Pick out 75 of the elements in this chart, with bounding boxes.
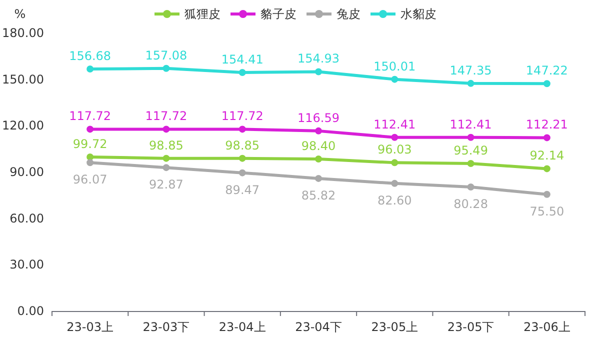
data-label: 92.87 [149, 178, 184, 192]
data-label: 82.60 [377, 193, 412, 208]
point [86, 66, 94, 73]
data-label: 117.72 [145, 109, 188, 124]
point [543, 165, 550, 172]
legend-label: 貉子皮 [260, 7, 296, 21]
x-tick-label: 23-03下 [142, 320, 190, 334]
y-tick-label: 120.00 [2, 118, 44, 133]
point [467, 184, 474, 191]
data-label: 117.72 [221, 109, 264, 124]
point [238, 69, 246, 76]
point [543, 190, 550, 198]
point [238, 126, 246, 133]
point [467, 80, 474, 87]
y-tick-label: 150.00 [2, 72, 44, 86]
point [162, 164, 170, 172]
point [162, 154, 170, 162]
point [238, 154, 246, 162]
x-tick-label: 23-04下 [295, 320, 342, 334]
data-label: 147.35 [450, 63, 492, 78]
data-label: 98.85 [149, 138, 184, 152]
data-label: 89.47 [225, 182, 260, 197]
data-label: 95.49 [454, 144, 488, 158]
point [315, 127, 322, 134]
point [467, 134, 474, 141]
point [162, 64, 170, 72]
legend-label: 水貂皮 [400, 7, 436, 21]
point [467, 160, 474, 168]
y-tick-label: 60.00 [10, 211, 44, 226]
point [86, 153, 94, 160]
x-tick-label: 23-05下 [447, 320, 494, 334]
data-label: 112.41 [450, 117, 492, 132]
point [162, 126, 170, 133]
point [543, 80, 550, 88]
y-axis-title: % [14, 7, 26, 21]
legend-label: 兔皮 [336, 7, 360, 21]
data-label: 117.72 [69, 109, 112, 124]
data-label: 156.68 [69, 49, 112, 64]
point [543, 134, 550, 142]
data-label: 96.03 [377, 142, 412, 157]
data-label: 99.72 [72, 136, 108, 151]
y-tick-label: 180.00 [2, 26, 44, 40]
data-label: 112.21 [526, 118, 568, 132]
x-tick-label: 23-03上 [66, 320, 114, 334]
data-label: 98.40 [301, 139, 336, 154]
point [391, 134, 398, 141]
data-label: 85.82 [301, 188, 336, 202]
data-label: 116.59 [298, 110, 340, 125]
point [86, 126, 94, 133]
point [238, 169, 246, 176]
data-label: 150.01 [374, 59, 416, 74]
point [391, 180, 398, 187]
point [86, 159, 94, 166]
point [315, 174, 322, 182]
data-label: 157.08 [145, 48, 188, 62]
y-tick-label: 0.00 [17, 304, 44, 318]
data-label: 98.85 [225, 138, 260, 152]
data-label: 112.41 [374, 117, 416, 132]
data-label: 80.28 [454, 197, 488, 212]
data-label: 92.14 [530, 148, 564, 163]
y-tick-label: 30.00 [10, 258, 44, 272]
legend-label: 狐狸皮 [184, 7, 220, 21]
x-tick-label: 23-06上 [523, 320, 570, 334]
point [315, 68, 322, 76]
data-label: 75.50 [530, 204, 564, 218]
data-label: 154.41 [221, 52, 264, 67]
x-tick-label: 23-05上 [371, 320, 418, 334]
point [391, 76, 398, 83]
data-label: 147.22 [526, 64, 568, 78]
point [391, 159, 398, 166]
data-label: 154.93 [298, 52, 340, 66]
data-label: 96.07 [72, 172, 108, 187]
y-tick-label: 90.00 [10, 165, 44, 179]
point [315, 156, 322, 163]
x-tick-label: 23-04上 [218, 320, 266, 334]
